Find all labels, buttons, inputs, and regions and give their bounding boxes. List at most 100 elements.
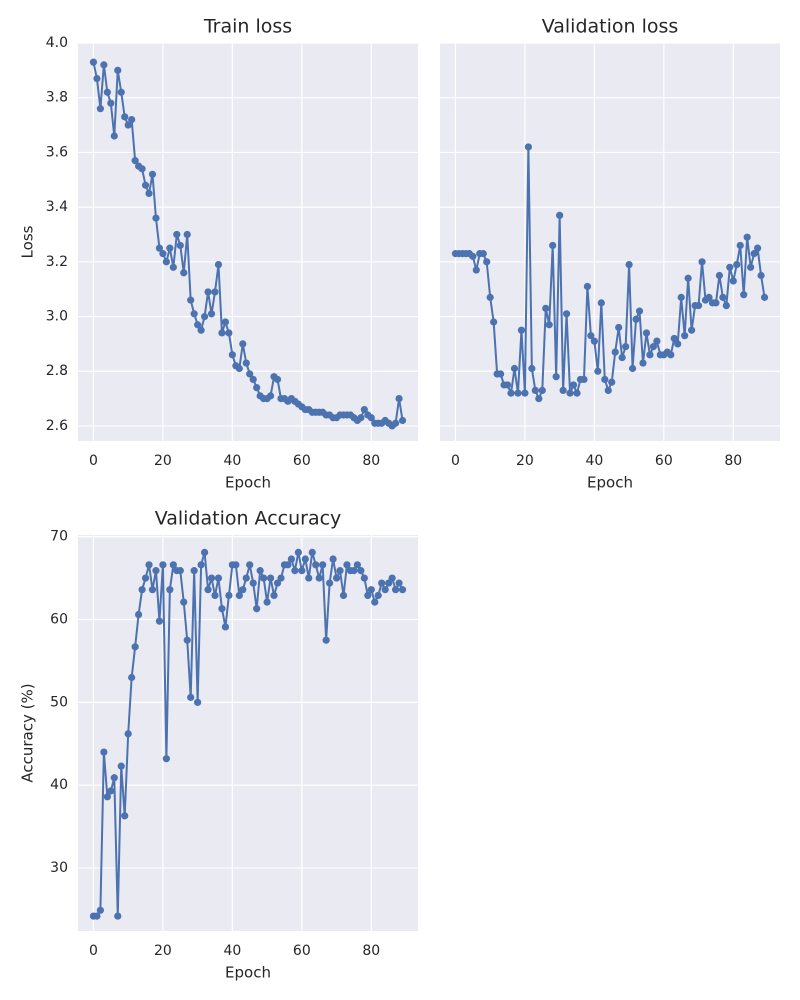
marker bbox=[360, 405, 368, 414]
marker bbox=[391, 586, 400, 594]
marker bbox=[733, 260, 741, 269]
marker bbox=[232, 561, 240, 569]
x-tick-label: 80 bbox=[362, 453, 380, 469]
marker bbox=[128, 115, 136, 124]
marker bbox=[155, 244, 164, 252]
marker bbox=[103, 793, 111, 801]
marker bbox=[736, 241, 744, 250]
y-tick-label: 4.0 bbox=[46, 35, 68, 51]
marker bbox=[646, 351, 654, 359]
marker bbox=[204, 586, 212, 594]
x-tick-label: 40 bbox=[223, 453, 241, 469]
marker bbox=[740, 291, 748, 299]
marker bbox=[121, 113, 129, 121]
marker bbox=[639, 359, 647, 367]
x-axis-label: Epoch bbox=[587, 474, 633, 492]
marker bbox=[214, 574, 223, 582]
y-axis-label: Loss bbox=[19, 225, 37, 258]
marker bbox=[138, 165, 146, 173]
marker bbox=[117, 88, 125, 96]
marker bbox=[141, 181, 150, 189]
marker bbox=[635, 307, 644, 315]
marker bbox=[469, 252, 477, 260]
marker bbox=[128, 673, 136, 682]
marker bbox=[670, 334, 678, 343]
marker bbox=[169, 263, 177, 271]
marker bbox=[395, 579, 403, 587]
marker bbox=[152, 567, 160, 575]
marker bbox=[204, 288, 212, 296]
marker bbox=[628, 364, 637, 373]
x-tick-label: 80 bbox=[362, 943, 380, 959]
marker bbox=[173, 230, 181, 239]
marker bbox=[326, 579, 334, 587]
y-tick-label: 2.8 bbox=[46, 363, 68, 379]
marker bbox=[96, 906, 105, 914]
marker bbox=[180, 269, 188, 277]
y-tick-label: 3.4 bbox=[46, 199, 68, 215]
marker bbox=[131, 157, 139, 165]
marker bbox=[608, 378, 616, 386]
marker bbox=[110, 774, 118, 782]
y-tick-label: 3.8 bbox=[46, 90, 68, 106]
marker bbox=[562, 310, 571, 318]
marker bbox=[569, 381, 578, 389]
marker bbox=[239, 340, 247, 348]
marker bbox=[103, 88, 111, 96]
marker bbox=[298, 567, 306, 575]
marker bbox=[681, 332, 689, 340]
marker bbox=[194, 698, 202, 706]
chart-title: Validation loss bbox=[542, 16, 679, 38]
marker bbox=[235, 364, 243, 373]
marker bbox=[360, 574, 368, 582]
marker bbox=[510, 364, 519, 373]
marker bbox=[176, 567, 184, 575]
marker bbox=[197, 326, 205, 334]
plot-area bbox=[78, 43, 418, 441]
marker bbox=[148, 586, 157, 594]
marker bbox=[677, 293, 685, 301]
marker bbox=[162, 755, 170, 763]
marker bbox=[371, 598, 379, 606]
marker bbox=[549, 241, 557, 250]
marker bbox=[159, 561, 167, 569]
marker bbox=[221, 623, 230, 631]
marker bbox=[89, 58, 98, 66]
marker bbox=[221, 318, 230, 326]
marker bbox=[176, 241, 184, 250]
marker bbox=[131, 643, 139, 651]
marker bbox=[357, 567, 365, 575]
marker bbox=[705, 293, 713, 301]
marker bbox=[601, 375, 609, 384]
marker bbox=[398, 586, 407, 594]
marker bbox=[743, 233, 751, 241]
marker bbox=[483, 258, 491, 266]
y-axis-label: Accuracy (%) bbox=[19, 683, 37, 782]
marker bbox=[667, 351, 675, 359]
marker bbox=[315, 574, 323, 582]
marker bbox=[107, 787, 115, 795]
marker bbox=[242, 574, 250, 582]
marker bbox=[187, 296, 195, 304]
marker bbox=[194, 321, 202, 329]
marker bbox=[521, 389, 529, 397]
marker bbox=[357, 414, 365, 422]
marker bbox=[148, 170, 157, 178]
marker bbox=[287, 555, 296, 563]
marker bbox=[653, 337, 661, 345]
marker bbox=[726, 263, 734, 271]
marker bbox=[632, 315, 640, 323]
marker bbox=[712, 299, 720, 307]
marker bbox=[760, 293, 769, 301]
marker bbox=[750, 250, 758, 258]
marker bbox=[381, 586, 389, 594]
marker bbox=[698, 258, 706, 266]
marker bbox=[374, 591, 382, 600]
marker bbox=[642, 329, 651, 337]
marker bbox=[246, 561, 254, 569]
marker bbox=[615, 323, 623, 332]
x-tick-label: 80 bbox=[724, 453, 742, 469]
marker bbox=[722, 301, 730, 310]
marker bbox=[729, 277, 737, 285]
